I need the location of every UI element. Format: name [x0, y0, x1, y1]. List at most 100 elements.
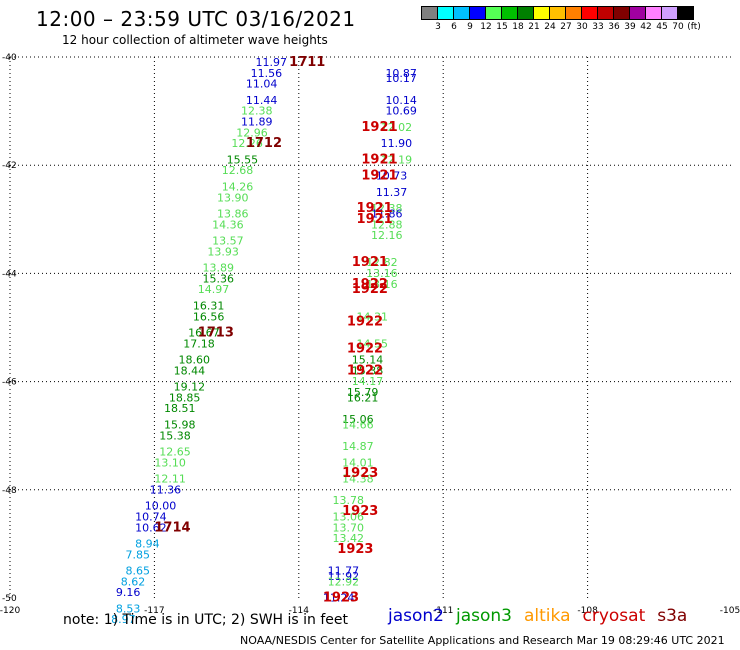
- swh-point-label: 14.97: [198, 283, 230, 296]
- swh-point-label: 12.65: [159, 446, 191, 459]
- y-tick-label: -44: [2, 269, 17, 279]
- swh-point-label: 10.73: [376, 170, 408, 183]
- swh-point-label: 11.24: [323, 592, 355, 605]
- colorbar-label: 33: [592, 22, 604, 32]
- colorbar-label: 70: [672, 22, 684, 32]
- swh-point-label: 14.66: [342, 418, 374, 431]
- track-time-label: 1921: [361, 120, 397, 135]
- x-tick-label: -114: [289, 606, 310, 616]
- swh-point-label: 14.31: [357, 310, 389, 323]
- swh-point-label: 12.16: [371, 229, 403, 242]
- chart-ticks: -120 -117 -114 -111 -108 -105 -40 -42 -44 -46 -48 -…: [0, 53, 740, 616]
- swh-point-label: 13.93: [207, 245, 239, 258]
- y-tick-label: -50: [2, 594, 17, 604]
- swh-point-label: 12.96: [236, 126, 268, 139]
- swh-point-label: 12.19: [381, 153, 413, 166]
- swh-point-label: 14.87: [342, 440, 374, 453]
- track-time-label: 1712: [246, 136, 282, 151]
- swh-point-label: 17.18: [183, 337, 215, 350]
- swh-point-label: 18.85: [169, 391, 201, 404]
- swh-point-label: 19.12: [174, 381, 206, 394]
- swh-point-label: 14.55: [357, 337, 389, 350]
- track-time-label: 1923: [337, 542, 373, 557]
- track-time-label: 1923: [342, 466, 378, 481]
- swh-point-label: 13.70: [332, 521, 364, 534]
- swh-point-label: 15.98: [164, 418, 196, 431]
- swh-point-label: 12.02: [381, 121, 413, 134]
- colorbar-label: 12: [480, 22, 492, 32]
- swh-point-label: 14.38: [342, 473, 374, 486]
- colorbar-label: 6: [451, 22, 457, 32]
- colorbar-label: 42: [640, 22, 652, 32]
- swh-point-label: 18.60: [178, 354, 210, 367]
- colorbar-label: 27: [560, 22, 572, 32]
- x-tick-label: -108: [577, 606, 598, 616]
- swh-point-label: 15.38: [159, 429, 191, 442]
- track-time-label: 1713: [198, 326, 234, 341]
- swh-point-label: 12.88: [371, 218, 403, 231]
- y-tick-label: -40: [2, 53, 17, 63]
- chart-grid: [10, 57, 732, 598]
- swh-point-label: 16.67: [188, 327, 220, 340]
- swh-point-label: 15.36: [203, 272, 235, 285]
- swh-point-label: 15.55: [227, 153, 259, 166]
- chart-axes: [9, 56, 732, 598]
- swh-point-label: 10.62: [135, 521, 167, 534]
- track-time-label: 1921: [361, 169, 397, 184]
- swh-point-label: 8.97: [111, 613, 136, 626]
- swh-point-label: 13.16: [366, 278, 398, 291]
- track-time-label: 1923: [323, 591, 359, 606]
- swh-point-label: 12.92: [328, 575, 360, 588]
- swh-point-label: 16.21: [347, 391, 379, 404]
- legend-item-altika: altika: [524, 606, 571, 626]
- x-tick-label: -117: [144, 606, 164, 616]
- swh-point-label: 8.62: [121, 575, 146, 588]
- swh-point-label: 13.16: [366, 267, 398, 280]
- swh-point-label: 12.11: [154, 473, 186, 486]
- swh-point-label: 11.97: [255, 56, 286, 69]
- colorbar-label: 39: [624, 22, 636, 32]
- legend-item-jason3: jason3: [456, 606, 512, 626]
- swh-point-label: 13.57: [212, 235, 244, 248]
- track-time-label: 1922: [352, 277, 388, 292]
- swh-point-label: 8.94: [135, 537, 160, 550]
- track-time-label: 1923: [342, 504, 378, 519]
- swh-point-label: 12.26: [231, 137, 263, 150]
- colorbar-label: 21: [528, 22, 540, 32]
- colorbar-label: 24: [544, 22, 556, 32]
- swh-point-label: 10.69: [385, 105, 417, 118]
- x-tick-label: -120: [0, 606, 20, 616]
- swh-point-label: 11.92: [328, 570, 360, 583]
- colorbar-label: 36: [608, 22, 620, 32]
- swh-point-label: 12.68: [222, 164, 254, 177]
- track-time-label: 1714: [154, 520, 190, 535]
- page-subtitle: 12 hour collection of altimeter wave hei…: [62, 33, 328, 47]
- colorbar-swatch: [677, 6, 694, 20]
- footer-text: NOAA/NESDIS Center for Satellite Applica…: [240, 634, 725, 647]
- swh-point-label: 13.10: [154, 456, 186, 469]
- x-tick-label: -105: [720, 606, 740, 616]
- colorbar-label: 15: [496, 22, 508, 32]
- swh-point-label: 12.38: [371, 202, 403, 215]
- swh-point-label: 13.89: [203, 262, 235, 275]
- track-time-label: 1921: [352, 255, 388, 270]
- swh-point-label: 15.06: [342, 413, 374, 426]
- swh-point-label: 10.87: [385, 67, 417, 80]
- swh-point-label: 11.44: [246, 94, 278, 107]
- swh-point-label: 11.89: [241, 116, 272, 129]
- track-time-label: 1922: [347, 342, 383, 357]
- colorbar-label: 45: [656, 22, 668, 32]
- x-tick-label: -111: [433, 606, 453, 616]
- swh-point-label: 13.86: [217, 207, 249, 220]
- colorbar-label: (ft): [687, 22, 701, 32]
- swh-point-label: 10.74: [135, 510, 167, 523]
- swh-point-label: 11.56: [251, 67, 283, 80]
- swh-point-label: 11.77: [328, 565, 360, 578]
- swh-point-label: 15.79: [347, 386, 379, 399]
- satellite-legend: jason2 jason3 altika cryosat s3a: [388, 606, 699, 626]
- colorbar-label: 9: [467, 22, 473, 32]
- swh-point-label: 16.56: [193, 310, 225, 323]
- colorbar-label: 18: [512, 22, 524, 32]
- swh-point-label: 13.78: [332, 494, 364, 507]
- track-time-label: 1921: [357, 212, 393, 227]
